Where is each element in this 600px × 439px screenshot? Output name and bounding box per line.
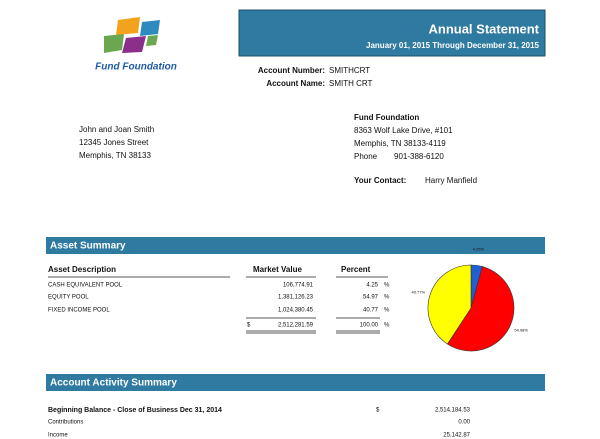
section-title: Account Activity Summary xyxy=(50,378,177,389)
cell: CASH EQUIVALENT POOL xyxy=(48,283,123,289)
column-header: Market Value xyxy=(253,265,302,274)
header-box xyxy=(238,9,546,57)
address-line: 12345 Jones Street xyxy=(79,138,149,147)
column-header: Asset Description xyxy=(48,265,116,274)
section-bar xyxy=(46,237,545,254)
logo xyxy=(104,17,160,53)
cell: 100.00 xyxy=(360,323,379,329)
cell: $ xyxy=(247,323,251,329)
value: SMITH CRT xyxy=(329,79,373,88)
cell: 0.00 xyxy=(458,420,470,426)
label: Account Number: xyxy=(258,66,325,75)
section-bar xyxy=(46,374,545,391)
title: Annual Statement xyxy=(428,21,539,36)
pie-slice xyxy=(427,264,472,345)
slice-label: 40.77% xyxy=(412,289,426,294)
pie-slice xyxy=(447,266,515,352)
slice-label: 54.98% xyxy=(514,328,528,333)
cell: % xyxy=(384,323,390,329)
cell: Contributions xyxy=(48,420,83,426)
cell: 1,024,380.45 xyxy=(278,308,314,314)
cell: Beginning Balance - Close of Business De… xyxy=(48,407,222,414)
value: 901-388-6120 xyxy=(394,152,444,161)
label: Your Contact: xyxy=(354,176,406,185)
address-line: 8363 Wolf Lake Drive, #101 xyxy=(354,126,453,135)
cell: 1,381,126.23 xyxy=(278,295,314,301)
cell: % xyxy=(384,283,390,289)
period: January 01, 2015 Through December 31, 20… xyxy=(366,41,540,50)
cell: 25,142.87 xyxy=(443,433,470,439)
cell: 40.77 xyxy=(363,308,379,314)
cell: $ xyxy=(376,408,380,414)
value: SMITHCRT xyxy=(329,66,370,75)
pie-chart: 4.25% 54.98% 40.77% xyxy=(412,247,528,352)
cell: EQUITY POOL xyxy=(48,295,89,301)
address-line: Memphis, TN 38133-4119 xyxy=(354,139,446,148)
label: Phone xyxy=(354,152,378,161)
section-title: Asset Summary xyxy=(50,241,126,252)
company-name: Fund Foundation xyxy=(354,113,419,122)
address-line: John and Joan Smith xyxy=(79,125,154,134)
address-line: Memphis, TN 38133 xyxy=(79,151,151,160)
logo-text: Fund Foundation xyxy=(95,62,177,73)
cell: % xyxy=(384,308,390,314)
cell: 2,514,184.53 xyxy=(435,408,471,414)
cell: 54.97 xyxy=(363,295,379,301)
cell: 106,774.91 xyxy=(283,283,314,289)
column-header: Percent xyxy=(341,265,371,274)
cell: FIXED INCOME POOL xyxy=(48,308,110,314)
cell: Income xyxy=(48,433,68,439)
value: Harry Manfield xyxy=(425,176,477,185)
cell: 4.25 xyxy=(366,283,378,289)
label: Account Name: xyxy=(266,79,325,88)
cell: % xyxy=(384,295,390,301)
cell: 2,512,281.59 xyxy=(278,323,314,329)
slice-label: 4.25% xyxy=(473,247,485,252)
